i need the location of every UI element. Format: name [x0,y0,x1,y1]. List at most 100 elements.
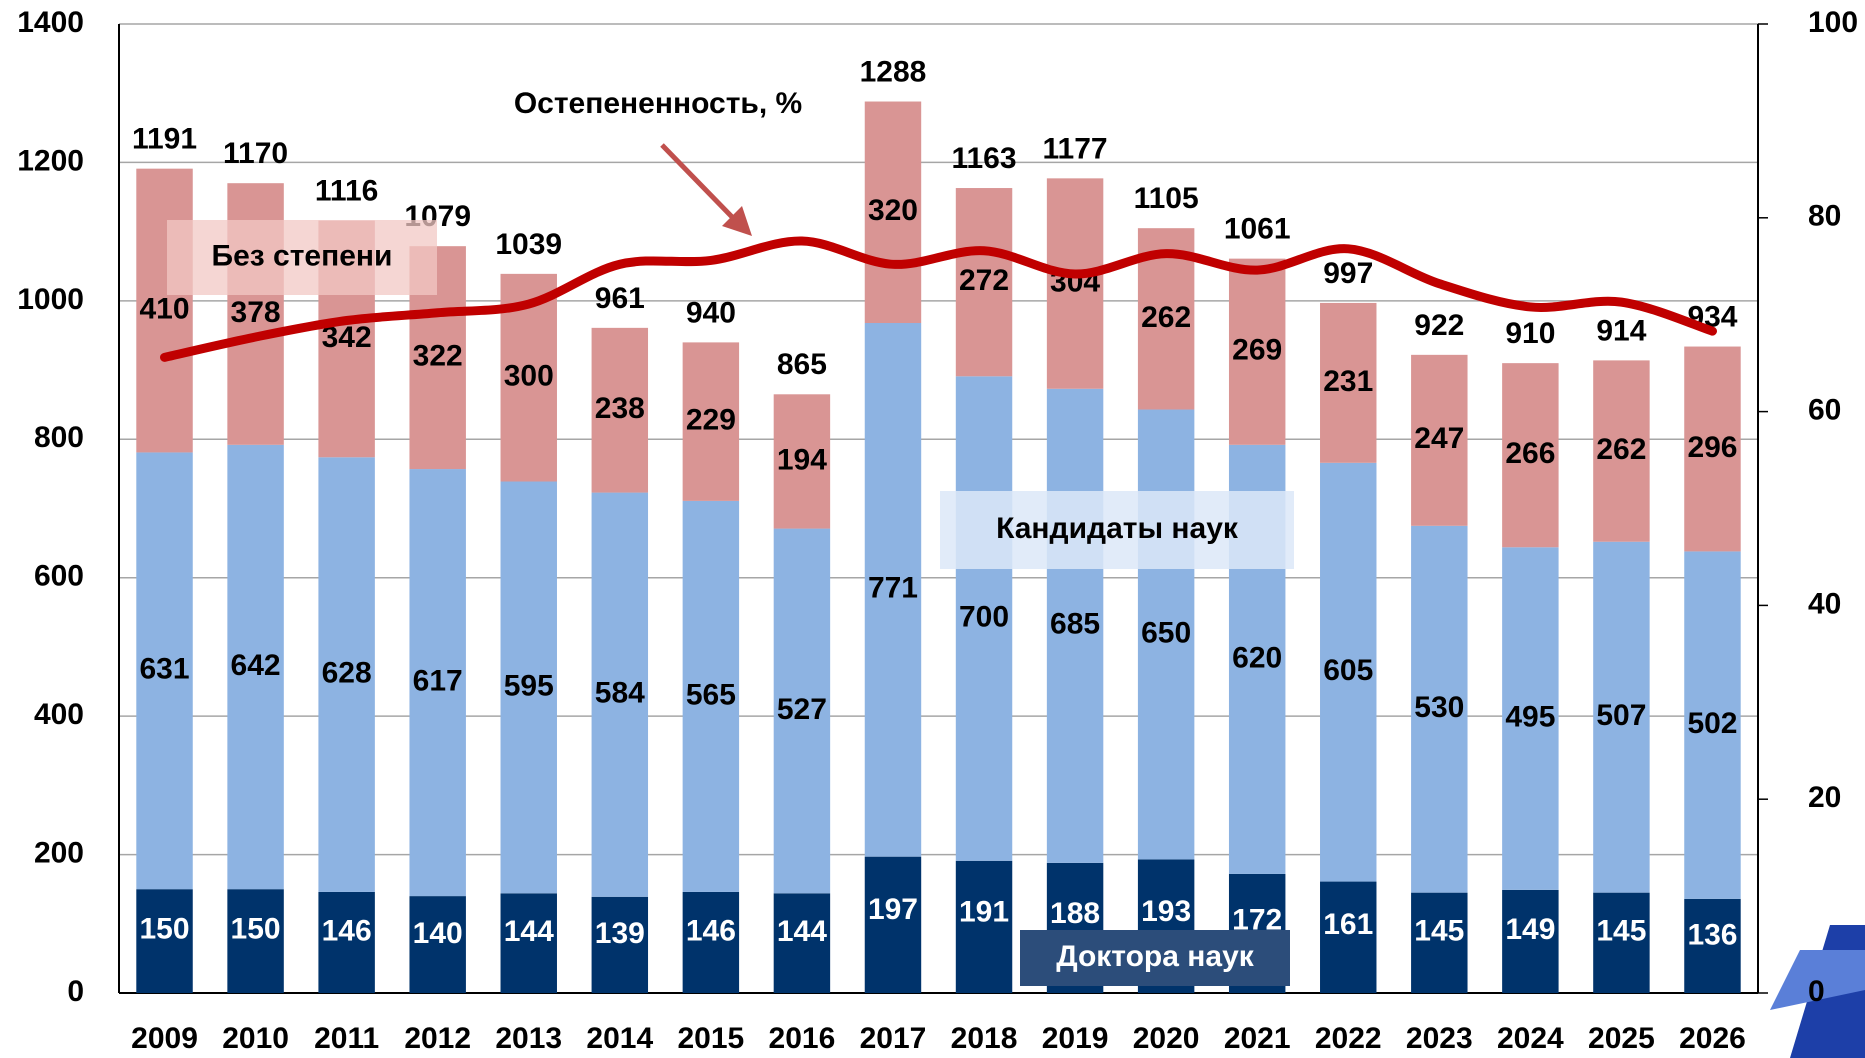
series-label: Остепененность, % [514,87,802,120]
value-label: 495 [1505,700,1555,733]
value-label: 197 [868,893,918,926]
value-label: 631 [139,653,189,686]
value-label: 229 [686,404,736,437]
bar-segment [1593,360,1650,542]
total-label: 997 [1323,257,1373,290]
y-tick-label: 400 [34,698,84,731]
value-label: 300 [504,360,554,393]
bar-segment [864,856,922,993]
total-label: 865 [777,348,827,381]
y-tick-label: 600 [34,560,84,593]
series-label: Кандидаты наук [996,512,1239,545]
x-tick-label: 2018 [951,1022,1018,1055]
bar-segment [773,394,831,529]
bar-segment [1046,388,1104,863]
value-label: 145 [1596,915,1646,948]
value-label: 771 [868,572,918,605]
bar-segment [1593,892,1650,993]
bar-segment [1046,178,1104,389]
total-label: 1105 [1134,182,1199,215]
x-tick-label: 2021 [1224,1022,1291,1055]
bar-segment [1684,898,1741,993]
bar-segment [1137,409,1195,860]
value-label: 191 [959,896,1009,929]
arrow [660,143,737,222]
value-label: 149 [1505,913,1555,946]
bar-segment [1411,892,1468,993]
bar-segment [773,528,831,894]
value-label: 296 [1687,431,1737,464]
value-label: 145 [1414,915,1464,948]
x-tick-label: 2010 [222,1022,289,1055]
bar-segment [955,860,1013,993]
bar-segment [955,188,1013,377]
value-label: 410 [139,292,189,325]
y2-tick-label: 40 [1808,587,1841,620]
arrow-head [722,206,752,236]
x-tick-label: 2026 [1679,1022,1746,1055]
x-tick-label: 2015 [677,1022,744,1055]
y-tick-label: 0 [67,975,84,1008]
bar-segment [1502,889,1559,993]
line-series [160,236,1717,362]
value-label: 502 [1687,707,1737,740]
bar-segment [773,893,831,993]
bar-segment [227,444,284,890]
value-label: 266 [1505,437,1555,470]
bar-segment [1684,346,1741,552]
value-label: 150 [231,913,281,946]
bar-segment [1502,363,1559,548]
bar-segment [1502,547,1559,890]
series-label: Доктора наук [1056,940,1255,973]
x-tick-label: 2017 [860,1022,927,1055]
total-label: 1191 [132,123,197,156]
value-label: 605 [1323,654,1373,687]
y2-tick-label: 60 [1808,394,1841,427]
value-label: 262 [1141,301,1191,334]
total-label: 914 [1596,314,1646,347]
bar-segment [136,168,193,453]
value-label: 620 [1232,641,1282,674]
y2-tick-label: 100 [1808,6,1858,39]
value-label: 320 [868,194,918,227]
total-label: 961 [595,282,645,315]
series-label-box [167,220,437,295]
total-label: 910 [1505,317,1555,350]
total-label: 1163 [951,142,1016,175]
y-tick-label: 1000 [17,283,84,316]
value-label: 144 [777,915,827,948]
bar-segment [318,891,375,993]
bar-segment [1684,551,1741,899]
value-label: 378 [231,296,281,329]
bar-segment [682,891,740,993]
value-label: 628 [322,657,372,690]
value-label: 595 [504,669,554,702]
bar-segment [682,500,740,892]
series-label-box [940,491,1294,569]
x-tick-label: 2013 [495,1022,562,1055]
total-label: 1116 [315,174,378,207]
bar-segment [591,492,649,897]
x-tick-label: 2014 [586,1022,653,1055]
value-label: 146 [686,914,736,947]
value-label: 139 [595,917,645,950]
value-label: 231 [1323,365,1373,398]
value-label: 140 [413,917,463,950]
value-label: 144 [504,915,554,948]
value-label: 161 [1323,908,1373,941]
value-label: 565 [686,678,736,711]
x-tick-label: 2012 [404,1022,471,1055]
value-label: 238 [595,392,645,425]
y2-tick-label: 20 [1808,781,1841,814]
y-tick-label: 1400 [17,6,84,39]
value-label: 322 [413,340,463,373]
value-label: 194 [777,443,827,476]
series-label: Без степени [212,239,393,272]
bar-segment [409,896,466,993]
bar-segment [227,889,284,993]
value-label: 136 [1687,918,1737,951]
y-tick-label: 1200 [17,144,84,177]
value-label: 507 [1596,699,1646,732]
x-tick-label: 2009 [131,1022,198,1055]
bar-segment [955,376,1013,861]
